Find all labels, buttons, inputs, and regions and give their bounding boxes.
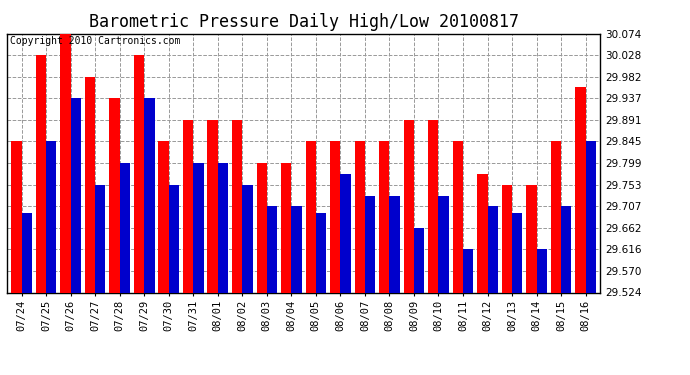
Bar bbox=[502, 185, 512, 292]
Bar bbox=[46, 141, 57, 292]
Bar bbox=[193, 163, 204, 292]
Bar bbox=[526, 185, 537, 292]
Bar bbox=[306, 141, 316, 292]
Bar bbox=[365, 196, 375, 292]
Bar bbox=[340, 174, 351, 292]
Bar bbox=[291, 206, 302, 292]
Bar bbox=[232, 120, 242, 292]
Bar bbox=[414, 228, 424, 292]
Bar bbox=[257, 163, 267, 292]
Bar bbox=[438, 196, 449, 292]
Bar bbox=[85, 77, 95, 292]
Bar bbox=[21, 213, 32, 292]
Bar bbox=[70, 98, 81, 292]
Bar bbox=[110, 98, 119, 292]
Bar bbox=[404, 120, 414, 292]
Bar bbox=[267, 206, 277, 292]
Bar bbox=[488, 206, 497, 292]
Bar bbox=[159, 141, 169, 292]
Bar bbox=[477, 174, 488, 292]
Bar bbox=[379, 141, 389, 292]
Bar bbox=[208, 120, 218, 292]
Bar bbox=[537, 249, 547, 292]
Bar bbox=[183, 120, 193, 292]
Bar bbox=[551, 141, 561, 292]
Bar bbox=[389, 196, 400, 292]
Bar bbox=[134, 56, 144, 292]
Bar bbox=[218, 163, 228, 292]
Bar bbox=[11, 141, 21, 292]
Bar bbox=[36, 56, 46, 292]
Bar bbox=[330, 141, 340, 292]
Bar bbox=[60, 34, 70, 292]
Bar bbox=[119, 163, 130, 292]
Bar bbox=[453, 141, 463, 292]
Bar bbox=[144, 98, 155, 292]
Bar bbox=[242, 185, 253, 292]
Bar bbox=[281, 163, 291, 292]
Bar bbox=[428, 120, 438, 292]
Bar bbox=[316, 213, 326, 292]
Title: Barometric Pressure Daily High/Low 20100817: Barometric Pressure Daily High/Low 20100… bbox=[88, 13, 519, 31]
Bar bbox=[512, 213, 522, 292]
Text: Copyright 2010 Cartronics.com: Copyright 2010 Cartronics.com bbox=[10, 36, 180, 46]
Bar bbox=[586, 141, 596, 292]
Bar bbox=[463, 249, 473, 292]
Bar bbox=[95, 185, 106, 292]
Bar bbox=[169, 185, 179, 292]
Bar bbox=[561, 206, 571, 292]
Bar bbox=[355, 141, 365, 292]
Bar bbox=[575, 87, 586, 292]
